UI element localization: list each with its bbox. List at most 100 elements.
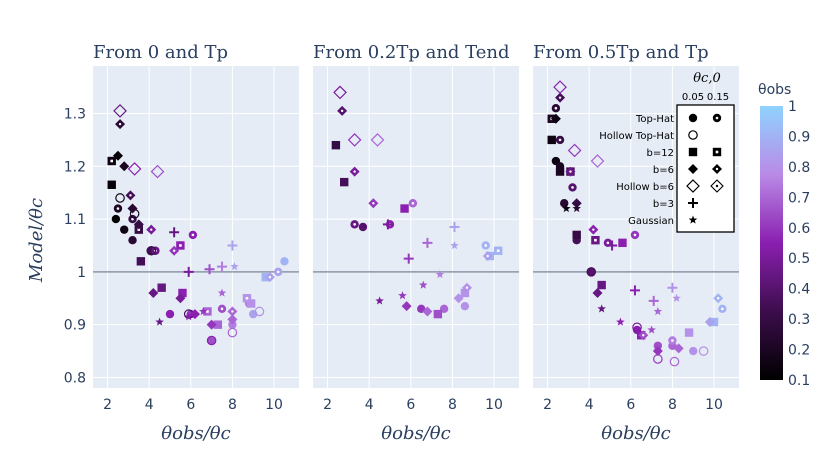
data-point: [331, 140, 341, 150]
data-point: [368, 198, 379, 209]
data-point: [370, 133, 385, 147]
data-point: [550, 113, 561, 124]
data-point: [481, 241, 490, 250]
data-point: [112, 150, 123, 161]
data-point: [567, 143, 582, 158]
data-point: [704, 317, 715, 328]
colorbar-tick-label: 0.1: [788, 373, 810, 389]
data-point: [403, 253, 414, 264]
x-tick-label: 8: [228, 397, 237, 413]
data-point: [616, 317, 625, 326]
legend-marker: [688, 215, 698, 224]
legend-marker: [688, 147, 698, 157]
data-point: [493, 246, 503, 255]
legend-marker: [688, 164, 698, 174]
legend-marker: [688, 130, 698, 140]
data-point: [242, 294, 252, 303]
x-tick-label: 8: [668, 397, 677, 413]
data-point: [184, 312, 193, 321]
data-point: [422, 306, 433, 317]
data-point: [204, 264, 215, 275]
data-point: [398, 291, 407, 300]
data-point: [590, 154, 605, 168]
panel-2: From 0.2Tp and Tend 2 4 6 8 10 θobs/θc: [313, 42, 519, 444]
data-point: [587, 267, 596, 277]
data-point: [400, 204, 409, 213]
data-point: [227, 240, 238, 251]
data-point: [169, 245, 180, 256]
data-point: [565, 166, 576, 177]
data-point: [555, 167, 565, 176]
colorbar-tick-label: 0.3: [788, 312, 810, 328]
data-point: [113, 104, 127, 118]
data-point: [630, 230, 640, 240]
data-point: [449, 222, 460, 232]
data-point: [280, 257, 289, 266]
data-point: [653, 306, 663, 316]
x-tick-label: 8: [448, 397, 457, 413]
colorbar-gradient: [760, 106, 783, 380]
data-point: [461, 282, 472, 293]
legend-row-label: Top-Hat: [635, 114, 674, 125]
x-tick-label: 2: [323, 397, 332, 413]
data-point: [207, 336, 216, 345]
legend-row-label: b=12: [647, 148, 674, 159]
data-point: [572, 230, 581, 240]
data-point: [246, 299, 256, 308]
legend-marker: [712, 147, 722, 157]
data-point: [460, 301, 470, 311]
data-point: [273, 267, 283, 277]
data-point: [698, 346, 709, 356]
colorbar-tick-label: 0.2: [788, 343, 810, 359]
data-point: [560, 199, 569, 208]
data-point: [183, 266, 194, 277]
legend-marker: [686, 179, 700, 193]
legend-marker: [712, 164, 722, 174]
y-tick-label: 1.3: [64, 107, 86, 123]
colorbar-tick-label: 0.4: [788, 282, 810, 298]
data-point: [450, 240, 459, 250]
data-point: [375, 296, 384, 305]
data-point: [588, 224, 599, 235]
legend-marker: [688, 113, 698, 123]
colorbar-tick-label: 0.7: [788, 190, 810, 206]
data-point: [597, 304, 606, 313]
data-point: [217, 304, 227, 314]
data-point: [155, 317, 164, 326]
data-point: [591, 235, 600, 245]
panel-title: From 0.2Tp and Tend: [313, 42, 510, 63]
data-point: [652, 346, 663, 357]
data-point: [227, 327, 238, 338]
x-axis-label: θobs/θc: [381, 423, 450, 444]
x-tick-label: 4: [585, 397, 594, 413]
x-tick-label: 10: [485, 397, 503, 413]
data-point: [127, 162, 142, 176]
data-point: [586, 267, 597, 277]
data-point: [227, 314, 238, 325]
data-point: [568, 183, 577, 192]
legend: θc,0 0.05 0.15 Top-Hat Hollow Top-Hat b=12 b=6…: [599, 71, 735, 233]
colorbar-tick-label: 0.8: [788, 160, 810, 176]
data-point: [199, 306, 208, 316]
data-point: [115, 193, 125, 203]
data-point: [111, 214, 121, 224]
data-point: [673, 343, 684, 354]
data-point: [435, 270, 445, 279]
data-point: [408, 199, 418, 208]
data-point: [230, 262, 239, 271]
legend-row-label: Hollow Top-Hat: [599, 131, 674, 142]
data-point: [134, 225, 143, 234]
data-point: [571, 198, 582, 209]
x-tick-label: 10: [265, 397, 283, 413]
x-tick-label: 4: [145, 397, 154, 413]
data-point: [422, 237, 433, 248]
data-point: [382, 219, 393, 230]
data-point: [667, 282, 678, 293]
data-point: [146, 245, 157, 256]
data-point: [119, 161, 130, 172]
data-point: [120, 225, 129, 234]
legend-header: θc,0: [693, 71, 721, 86]
legend-row-label: Gaussian: [628, 216, 674, 227]
legend-marker: [710, 179, 724, 193]
data-point: [146, 224, 157, 235]
